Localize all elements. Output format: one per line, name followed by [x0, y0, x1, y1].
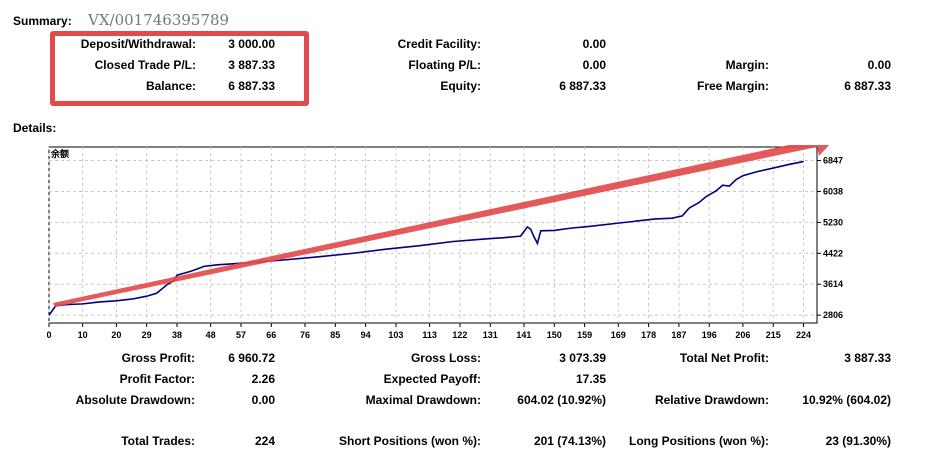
floating-label: Floating P/L:	[408, 58, 481, 72]
expected-payoff-value: 17.35	[575, 372, 606, 386]
floating-value: 0.00	[582, 58, 606, 72]
rel-drawdown-value: 10.92% (604.02)	[802, 393, 891, 407]
expected-payoff-label: Expected Payoff:	[383, 372, 481, 386]
x-tick-label: 20	[111, 330, 121, 340]
total-trades-label: Total Trades:	[121, 434, 195, 448]
x-tick-label: 187	[671, 330, 686, 340]
gross-loss-value: 3 073.39	[559, 351, 606, 365]
x-tick-label: 76	[300, 330, 310, 340]
x-tick-label: 159	[577, 330, 592, 340]
closed-pl-value: 3 887.33	[228, 58, 275, 72]
credit-label: Credit Facility:	[397, 37, 481, 51]
gross-loss-label: Gross Loss:	[410, 351, 481, 365]
x-tick-label: 215	[766, 330, 781, 340]
total-net-label: Total Net Profit:	[679, 351, 769, 365]
y-tick-label: 6847	[823, 156, 843, 166]
y-tick-label: 4422	[823, 248, 843, 258]
gross-profit-label: Gross Profit:	[121, 351, 195, 365]
x-tick-label: 122	[452, 330, 467, 340]
equity-value: 6 887.33	[559, 79, 606, 93]
long-positions-label: Long Positions (won %):	[629, 434, 769, 448]
rel-drawdown-label: Relative Drawdown:	[654, 393, 769, 407]
x-tick-label: 103	[388, 330, 403, 340]
total-trades-value: 224	[254, 434, 275, 448]
y-tick-label: 3614	[823, 279, 843, 289]
x-tick-label: 48	[206, 330, 216, 340]
deposit-value: 3 000.00	[228, 37, 275, 51]
x-tick-label: 38	[172, 330, 182, 340]
plot-frame	[48, 146, 818, 324]
x-tick-label: 0	[47, 330, 52, 340]
balance-value: 6 887.33	[228, 79, 275, 93]
x-tick-label: 131	[483, 330, 498, 340]
x-tick-label: 85	[330, 330, 340, 340]
profit-factor-label: Profit Factor:	[119, 372, 195, 386]
x-tick-label: 94	[361, 330, 371, 340]
x-tick-label: 224	[796, 330, 811, 340]
credit-value: 0.00	[582, 37, 606, 51]
x-tick-label: 141	[516, 330, 531, 340]
x-tick-label: 66	[266, 330, 276, 340]
total-net-value: 3 887.33	[844, 351, 891, 365]
gross-profit-value: 6 960.72	[228, 351, 275, 365]
free-margin-label: Free Margin:	[696, 79, 769, 93]
y-tick-label: 5230	[823, 217, 843, 227]
y-tick-label: 2806	[823, 310, 843, 320]
x-tick-label: 178	[641, 330, 656, 340]
long-positions-value: 23 (91.30%)	[825, 434, 891, 448]
margin-value: 0.00	[867, 58, 891, 72]
x-tick-label: 196	[702, 330, 717, 340]
short-positions-label: Short Positions (won %):	[339, 434, 481, 448]
max-drawdown-value: 604.02 (10.92%)	[517, 393, 606, 407]
annotation-arrow	[53, 145, 830, 307]
balance-line	[48, 160, 804, 316]
profit-factor-value: 2.26	[251, 372, 275, 386]
x-tick-label: 10	[78, 330, 88, 340]
x-tick-label: 57	[236, 330, 246, 340]
deposit-label: Deposit/Withdrawal:	[80, 37, 196, 51]
margin-label: Margin:	[725, 58, 769, 72]
abs-drawdown-label: Absolute Drawdown:	[75, 393, 195, 407]
highlight-box	[50, 31, 309, 106]
balance-label: Balance:	[145, 79, 196, 93]
closed-pl-label: Closed Trade P/L:	[94, 58, 196, 72]
x-tick-label: 206	[735, 330, 750, 340]
short-positions-value: 201 (74.13%)	[533, 434, 606, 448]
free-margin-value: 6 887.33	[844, 79, 891, 93]
x-tick-label: 113	[422, 330, 437, 340]
x-tick-label: 150	[547, 330, 562, 340]
abs-drawdown-value: 0.00	[251, 393, 275, 407]
x-tick-label: 169	[611, 330, 626, 340]
max-drawdown-label: Maximal Drawdown:	[365, 393, 481, 407]
summary-title: Summary:	[13, 14, 72, 28]
series-label: 余额	[50, 148, 69, 160]
watermark-text: VX/001746395789	[88, 11, 230, 29]
equity-label: Equity:	[440, 79, 481, 93]
balance-chart: 0 10 20 29 38 48 57 66 76 85 94 103 113 122 131 141 150 1…	[47, 145, 843, 340]
details-title: Details:	[13, 121, 57, 135]
x-tick-label: 29	[142, 330, 152, 340]
y-tick-label: 6038	[823, 186, 843, 196]
